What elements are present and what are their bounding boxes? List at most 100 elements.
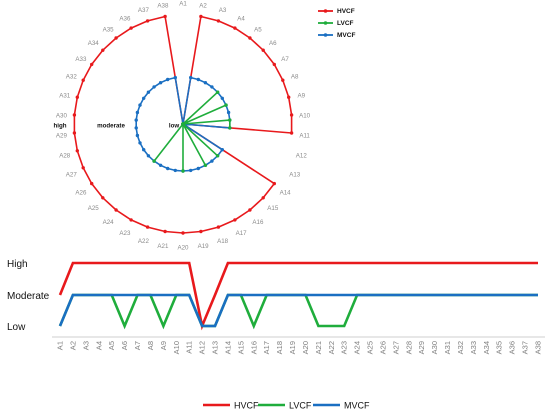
radar-point-hvcf-a29	[72, 131, 77, 135]
radar-point-hvcf-a16	[248, 208, 252, 212]
line-x-tick-a5: A5	[107, 341, 116, 350]
radar-axis-label-a24: A24	[103, 219, 115, 226]
radar-point-hvcf-a26	[90, 181, 94, 186]
radar-point-hvcf-a14	[272, 181, 276, 186]
radar-point-hvcf-a4	[233, 26, 237, 30]
radar-point-mvcf-a9	[226, 110, 231, 115]
radar-point-mvcf-a25	[146, 154, 151, 158]
radar-series-hvcf	[72, 14, 294, 235]
line-x-tick-a28: A28	[404, 341, 413, 354]
radar-axis-label-a30: A30	[56, 113, 68, 120]
radar-point-hvcf-a19	[199, 229, 203, 234]
radar-point-hvcf-a20	[181, 231, 185, 235]
radar-axis-label-a20: A20	[177, 245, 189, 252]
line-series-lvcf	[58, 293, 538, 330]
line-x-tick-a1: A1	[56, 341, 65, 350]
radar-point-lvcf-a17	[203, 163, 208, 167]
radar-axis-label-a14: A14	[280, 189, 292, 196]
radar-point-lvcf-a6	[215, 90, 220, 94]
radar-point-mvcf-a7	[220, 96, 224, 101]
radar-axis-label-a7: A7	[281, 56, 289, 63]
radar-level-label-low: low	[169, 123, 179, 130]
radar-axis-label-a10: A10	[299, 113, 311, 120]
radar-point-hvcf-a34	[101, 48, 105, 52]
radar-legend-label-lvcf: LVCF	[337, 20, 354, 27]
line-series-hvcf	[58, 261, 538, 331]
radar-point-mvcf-a22	[166, 166, 170, 171]
line-x-tick-a35: A35	[495, 341, 504, 354]
line-x-tick-a38: A38	[534, 341, 543, 354]
radar-legend-label-mvcf: MVCF	[337, 32, 355, 39]
radar-legend-marker-lvcf	[323, 21, 328, 25]
line-x-tick-a2: A2	[68, 341, 77, 350]
line-x-tick-a33: A33	[469, 341, 478, 354]
radar-axis-label-a21: A21	[157, 243, 169, 250]
radar-point-hvcf-a31	[75, 95, 80, 99]
radar-point-hvcf-a2	[199, 14, 203, 19]
radar-legend-marker-mvcf	[323, 33, 328, 37]
radar-axis-label-a1: A1	[179, 1, 187, 8]
line-x-tick-a16: A16	[249, 341, 258, 354]
line-x-tick-a18: A18	[275, 341, 284, 354]
radar-axis-label-a36: A36	[119, 15, 131, 22]
radar-point-lvcf-a23	[181, 122, 185, 126]
radar-axis-label-a19: A19	[198, 243, 210, 250]
radar-point-hvcf-a9	[287, 95, 291, 99]
radar-axis-label-a16: A16	[252, 219, 264, 226]
radar-point-lvcf-a10	[228, 118, 232, 122]
radar-point-hvcf-a30	[72, 113, 77, 117]
line-x-tick-a26: A26	[379, 341, 388, 354]
radar-point-mvcf-a32	[138, 103, 142, 107]
radar-point-hvcf-a3	[216, 19, 221, 23]
radar-axis-label-a18: A18	[217, 238, 229, 245]
line-x-tick-a13: A13	[211, 341, 220, 354]
radar-point-hvcf-a15	[261, 196, 265, 200]
radar-point-mvcf-a19	[189, 168, 193, 173]
radar-axis-label-a15: A15	[267, 205, 279, 212]
radar-axis-label-a38: A38	[157, 2, 169, 9]
line-x-tick-a25: A25	[366, 341, 375, 354]
radar-point-hvcf-a32	[81, 78, 85, 82]
radar-point-hvcf-a5	[248, 36, 252, 40]
radar-point-hvcf-a6	[261, 48, 265, 52]
line-legend: HVCF LVCF MVCF	[203, 401, 370, 411]
line-y-label-moderate: Moderate	[7, 291, 50, 302]
radar-point-hvcf-a18	[216, 225, 221, 229]
radar-axis-label-a35: A35	[103, 26, 115, 33]
radar-axis-label-a12: A12	[296, 153, 308, 160]
radar-legend-label-hvcf: HVCF	[337, 8, 355, 15]
radar-line-hvcf-0	[73, 15, 293, 234]
radar-point-hvcf-a7	[272, 62, 276, 67]
line-x-tick-a37: A37	[521, 341, 530, 354]
radar-series-lvcf	[152, 90, 232, 173]
line-legend-label-mvcf: MVCF	[344, 401, 370, 411]
radar-point-mvcf-a33	[142, 96, 146, 101]
radar-axis-label-a3: A3	[219, 7, 227, 14]
radar-axis-label-a34: A34	[88, 40, 100, 47]
radar-point-mvcf-a23	[158, 163, 163, 167]
line-x-tick-a20: A20	[301, 341, 310, 354]
radar-axis-label-a4: A4	[237, 15, 245, 22]
line-y-label-low: Low	[7, 322, 26, 333]
line-legend-label-lvcf: LVCF	[289, 401, 312, 411]
radar-point-lvcf-a24	[152, 159, 156, 163]
radar-point-hvcf-a23	[129, 218, 133, 222]
line-x-tick-a4: A4	[94, 341, 103, 350]
radar-point-mvcf-a18	[196, 166, 200, 171]
radar-point-mvcf-a37	[166, 77, 170, 82]
radar-axis-label-a11: A11	[299, 133, 310, 140]
radar-point-mvcf-a36	[158, 81, 163, 85]
radar-point-mvcf-a26	[142, 148, 146, 152]
line-x-tick-a22: A22	[327, 341, 336, 354]
radar-point-hvcf-a25	[101, 196, 105, 200]
radar-point-hvcf-a37	[145, 19, 150, 23]
line-x-tick-a21: A21	[314, 341, 323, 354]
radar-point-mvcf-a21	[173, 168, 177, 173]
radar-axis-label-a2: A2	[199, 2, 207, 9]
radar-point-mvcf-a28	[135, 133, 140, 138]
radar-point-hvcf-a22	[145, 225, 150, 229]
line-x-tick-a3: A3	[81, 341, 90, 350]
